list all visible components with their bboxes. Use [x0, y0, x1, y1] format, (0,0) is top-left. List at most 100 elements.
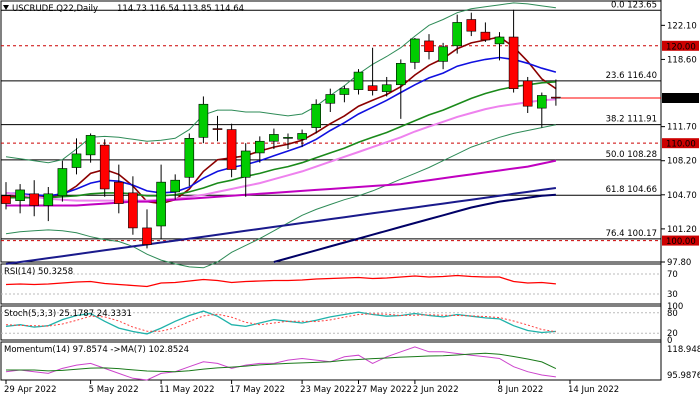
candle: [1, 195, 11, 204]
candle: [551, 96, 561, 99]
stoch-tick-label: 80: [667, 309, 678, 319]
candle: [311, 103, 322, 128]
candle: [198, 103, 209, 138]
price-tick-label: 108.20: [667, 157, 697, 167]
price-tick-label: 118.60: [667, 55, 697, 65]
candle: [466, 19, 477, 32]
stoch-tick-label: 0: [667, 336, 672, 346]
fib-label: 0.0 123.65: [611, 0, 657, 10]
candle: [353, 71, 364, 90]
stoch-d-line: [5, 313, 556, 333]
overlay-ma_mid: [5, 56, 557, 197]
candle: [395, 63, 406, 86]
candle: [438, 46, 448, 62]
candle: [142, 227, 152, 245]
momentum-ma-line: [6, 352, 557, 373]
date-label: 2 Jun 2022: [413, 385, 459, 395]
overlay-ma_magenta: [6, 159, 557, 207]
candle: [43, 193, 54, 206]
price-tick-label: 97.80: [667, 258, 691, 268]
rsi-tick-label: 70: [667, 270, 678, 280]
rsi-label: RSI(14) 50.3258: [4, 267, 73, 277]
candle: [297, 133, 307, 140]
candle: [29, 193, 40, 206]
overlay-ma_navy_long: [273, 193, 556, 263]
momentum-tick-label: 118.9483: [667, 345, 700, 355]
red-level-tag: [662, 40, 699, 51]
date-label: 11 May 2022: [159, 385, 214, 395]
candle: [494, 36, 505, 45]
candle: [339, 88, 350, 95]
candle: [508, 36, 519, 89]
stoch-k-line: [5, 310, 556, 335]
candle: [184, 138, 195, 178]
momentum-label: Momentum(14) 97.8574 ->MA(7) 102.8524: [4, 345, 189, 355]
candle: [240, 150, 251, 178]
candle: [522, 80, 533, 107]
panel-frame-rsi: [0, 263, 662, 305]
red-level-label: 120.00: [666, 42, 696, 52]
last-price-label: 114.64: [666, 94, 696, 104]
rsi-line: [5, 274, 556, 288]
price-tick-label: 101.20: [667, 225, 697, 235]
fib-label: 50.0 108.28: [606, 150, 657, 160]
momentum-tick-label: 95.9876: [667, 371, 700, 381]
last-price-tag: [662, 92, 699, 103]
candle: [424, 40, 434, 52]
candle: [128, 192, 138, 229]
date-label: 27 May 2022: [357, 385, 412, 395]
candle: [71, 153, 82, 168]
candle: [99, 144, 110, 190]
ohlc-values: 114.73 116.54 113.85 114.64: [117, 4, 244, 14]
price-tick-label: 104.70: [667, 191, 697, 201]
fib-label: 61.8 104.66: [606, 185, 657, 195]
fib-label: 23.6 116.40: [606, 71, 657, 81]
price-tick-label: 122.10: [667, 21, 697, 31]
candle: [536, 95, 547, 109]
collapse-icon[interactable]: [3, 5, 9, 10]
rsi-tick-label: 30: [667, 290, 678, 300]
candle: [480, 31, 491, 41]
date-label: 23 May 2022: [300, 385, 355, 395]
overlay-ma_pink: [5, 98, 556, 202]
overlay-ma_slow: [6, 81, 556, 199]
date-label: 14 Jun 2022: [568, 385, 619, 395]
fib-label: 76.4 100.17: [606, 229, 657, 239]
overlay-ma_blue_long: [5, 187, 557, 265]
candle: [212, 128, 223, 130]
stoch-tick-label: 20: [667, 329, 678, 339]
panel-frame-main: [0, 0, 662, 263]
candle: [85, 135, 96, 156]
red-level-label: 110.00: [666, 140, 696, 150]
candle: [156, 181, 166, 227]
candle: [367, 85, 378, 91]
bollinger-upper: [5, 2, 556, 164]
candle: [114, 181, 124, 204]
fib-label: 38.2 111.91: [606, 115, 657, 125]
date-label: 17 May 2022: [230, 385, 285, 395]
date-label: 29 Apr 2022: [4, 385, 57, 395]
date-label: 5 May 2022: [89, 385, 139, 395]
candle: [410, 38, 420, 63]
stoch-tick-label: 100: [667, 302, 683, 312]
candle: [452, 22, 463, 47]
red-level-label: 100.00: [666, 237, 696, 247]
symbol-label: USCRUDE.Q22,Daily: [12, 4, 98, 14]
red-level-tag: [662, 235, 699, 246]
date-label: 8 Jun 2022: [498, 385, 544, 395]
overlay-ma_fast: [6, 36, 557, 205]
candle: [283, 137, 293, 139]
stoch-label: Stoch(5,3,3) 25.1787 24.3331: [4, 309, 132, 319]
candle: [269, 134, 279, 142]
red-level-tag: [662, 138, 699, 149]
candle: [226, 129, 237, 170]
candle: [170, 179, 180, 193]
candle: [57, 168, 68, 197]
candle: [15, 189, 25, 201]
price-tick-label: 111.70: [667, 123, 697, 133]
candle: [325, 94, 336, 104]
candle: [381, 84, 392, 92]
candle: [255, 140, 265, 154]
